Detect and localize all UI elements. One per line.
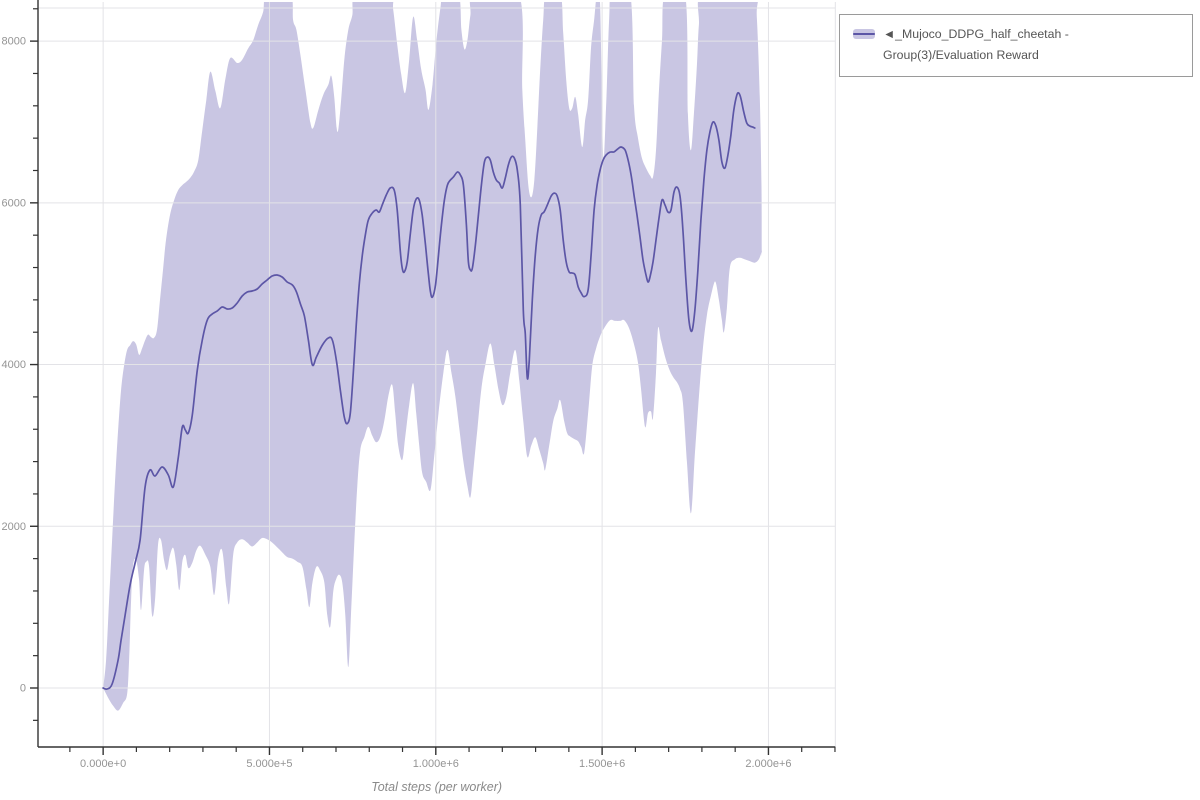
x-tick-label: 5.000e+5 [246,758,292,770]
y-tick-label: 4000 [2,359,26,371]
x-axis-title: Total steps (per worker) [371,780,502,794]
y-tick-label: 8000 [2,36,26,48]
x-tick-label: 1.000e+6 [413,758,459,770]
legend-swatch [853,29,875,39]
x-tick-label: 1.500e+6 [579,758,625,770]
confidence-band [103,2,763,711]
axes: 0 2000 4000 6000 8000 0.000e+0 5.000e+5 1.000e+… [2,0,836,794]
gridlines [38,2,836,747]
y-tick-label: 6000 [2,197,26,209]
legend-swatch-line-icon [853,33,875,36]
legend-series-label[interactable]: ◄_Mujoco_DDPG_half_cheetah - Group(3)/Ev… [883,27,1069,62]
x-tick-label: 0.000e+0 [80,758,126,770]
y-tick-label: 0 [20,683,26,695]
legend-box[interactable]: ◄_Mujoco_DDPG_half_cheetah - Group(3)/Ev… [839,14,1193,77]
x-tick-label: 2.000e+6 [745,758,791,770]
series-line [102,91,756,690]
y-tick-label: 2000 [2,521,26,533]
